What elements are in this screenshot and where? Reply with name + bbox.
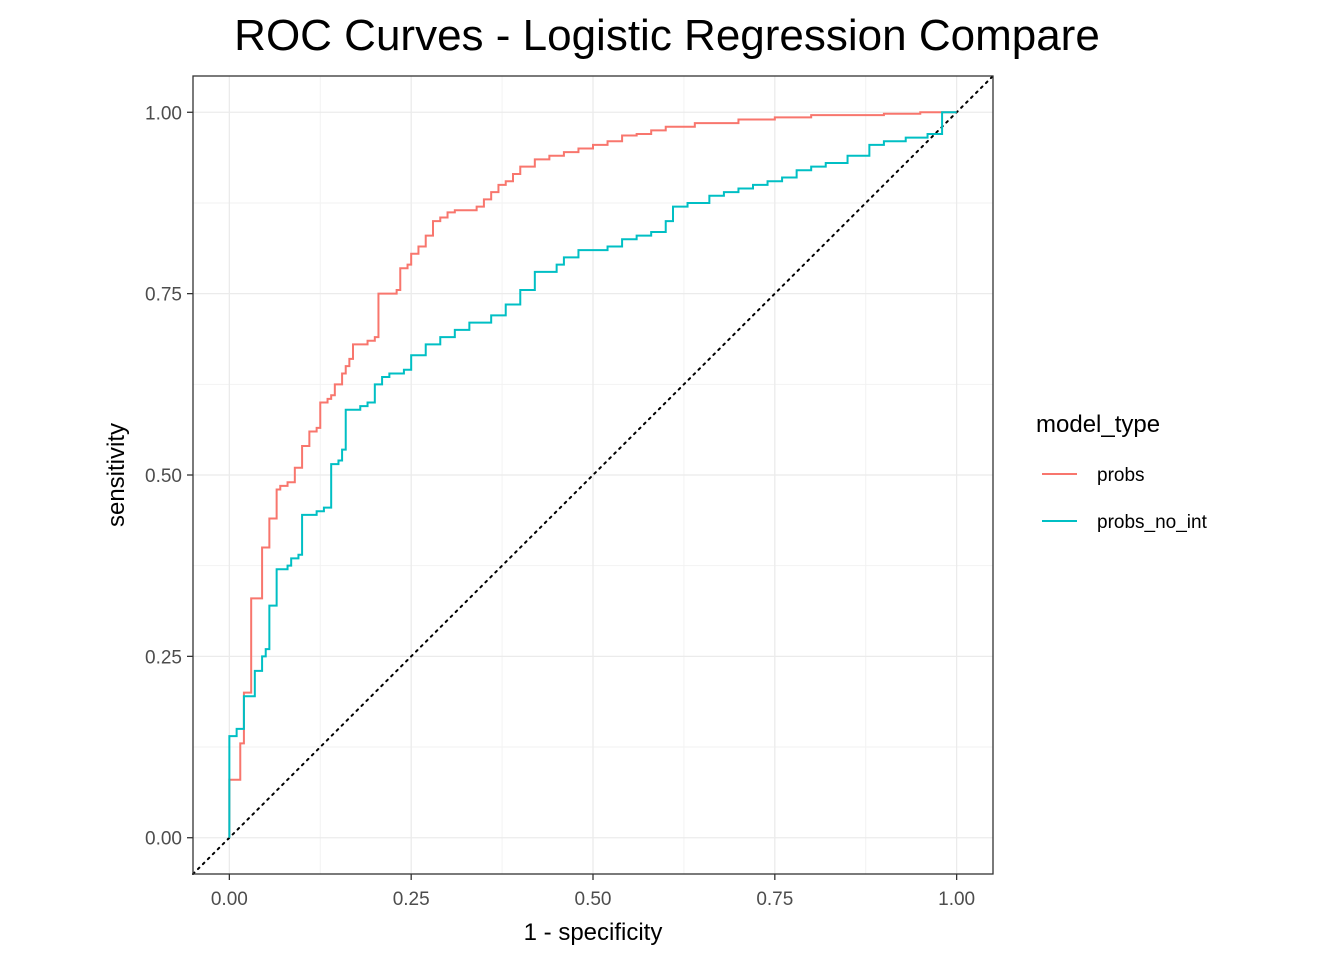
x-tick-label: 0.00 xyxy=(211,889,248,910)
y-tick-label: 0.00 xyxy=(145,829,182,850)
x-tick-label: 0.25 xyxy=(393,889,430,910)
diagonal-reference-line xyxy=(192,75,994,875)
legend-item-probs_no_int: probs_no_int xyxy=(1042,512,1208,533)
y-tick-label: 1.00 xyxy=(145,103,182,124)
legend-items: probs probs_no_int xyxy=(1042,465,1208,533)
x-tick-label: 1.00 xyxy=(938,889,975,910)
legend-item-probs: probs xyxy=(1042,465,1145,486)
grid-lines xyxy=(193,76,993,874)
x-axis-title: 1 - specificity xyxy=(524,919,663,946)
legend-label-probs_no_int: probs_no_int xyxy=(1097,512,1208,533)
y-tick-label: 0.25 xyxy=(145,647,182,668)
series-line-probs_no_int xyxy=(228,111,957,838)
y-tick-label: 0.75 xyxy=(145,285,182,306)
reference-diagonal xyxy=(192,75,994,875)
x-tick-label: 0.50 xyxy=(575,889,612,910)
x-axis-ticks: 0.00 0.25 0.50 0.75 1.00 xyxy=(211,874,975,910)
series-line-probs xyxy=(228,111,957,838)
x-tick-label: 0.75 xyxy=(756,889,793,910)
chart-title: ROC Curves - Logistic Regression Compare xyxy=(234,11,1100,60)
legend-label-probs: probs xyxy=(1097,465,1145,486)
series-lines xyxy=(228,111,957,838)
y-axis-ticks: 0.00 0.25 0.50 0.75 1.00 xyxy=(145,103,193,850)
y-tick-label: 0.50 xyxy=(145,466,182,487)
legend-title: model_type xyxy=(1036,411,1160,438)
legend: model_type probs probs_no_int xyxy=(1036,411,1208,533)
y-axis-title: sensitivity xyxy=(103,423,130,527)
